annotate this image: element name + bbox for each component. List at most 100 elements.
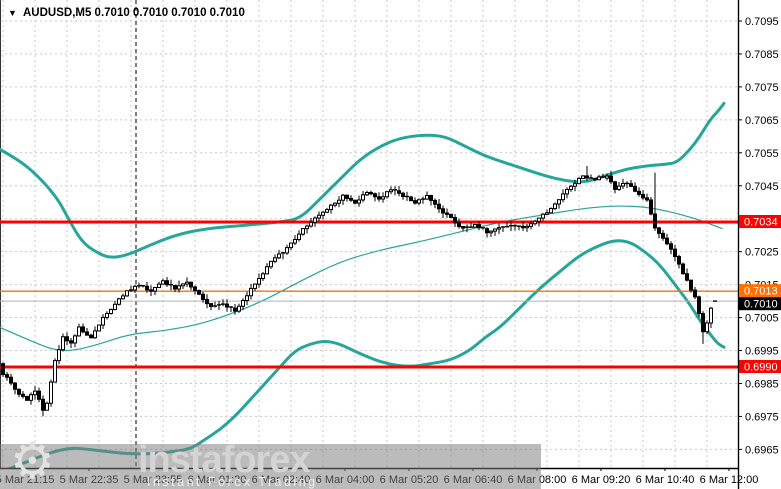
bear-candle (701, 313, 705, 333)
bull-candle (161, 280, 165, 285)
bull-candle (57, 349, 61, 362)
bear-candle (653, 213, 657, 229)
price-badge-resistance (739, 215, 781, 228)
bear-candle (5, 374, 9, 378)
bull-candle (257, 278, 261, 285)
bear-candle (697, 296, 701, 315)
bull-candle (597, 176, 601, 181)
bollinger-middle-band (0, 205, 723, 352)
bear-candle (521, 225, 525, 229)
bear-candle (353, 199, 357, 204)
bull-candle (45, 402, 49, 411)
bull-candle (133, 285, 137, 291)
bear-candle (377, 196, 381, 200)
bear-candle (201, 293, 205, 300)
price-axis-label: 0.7055 (745, 148, 779, 160)
bear-candle (1, 363, 5, 376)
bull-candle (549, 208, 553, 214)
bear-candle (17, 388, 21, 395)
bull-candle (157, 283, 161, 289)
bull-candle (237, 305, 241, 312)
bull-candle (321, 211, 325, 216)
bull-candle (557, 199, 561, 205)
bull-candle (273, 257, 277, 262)
watermark-brand-text: instaforex (138, 439, 310, 481)
bull-candle (77, 326, 81, 337)
bear-candle (457, 222, 461, 227)
watermark-backdrop (0, 444, 541, 489)
bull-candle (289, 242, 293, 249)
bear-candle (477, 223, 481, 229)
bear-candle (437, 203, 441, 210)
bear-candle (669, 243, 673, 250)
bollinger-lower-band (7, 239, 726, 468)
bull-candle (265, 266, 269, 275)
bull-candle (177, 285, 181, 290)
bollinger-upper-band (0, 101, 726, 259)
price-axis-label: 0.6995 (745, 346, 779, 358)
bear-candle (373, 193, 377, 198)
bear-candle (13, 382, 17, 390)
bull-candle (305, 225, 309, 230)
bull-candle (561, 193, 565, 201)
bull-candle (417, 199, 421, 204)
bull-candle (325, 209, 329, 213)
bull-candle (101, 316, 105, 326)
bull-candle (269, 260, 273, 268)
symbol-dropdown-icon[interactable]: ▼ (8, 8, 17, 18)
bear-candle (145, 285, 149, 291)
bull-candle (545, 212, 549, 215)
bull-candle (49, 381, 53, 404)
bull-candle (113, 303, 117, 310)
bull-candle (357, 199, 361, 204)
price-axis-label: 0.7075 (745, 82, 779, 94)
bull-candle (473, 223, 477, 228)
bear-candle (397, 190, 401, 194)
candles-layer (1, 165, 717, 417)
price-axis-label: 0.6975 (745, 411, 779, 423)
price-axis-label: 0.7065 (745, 115, 779, 127)
bear-candle (649, 199, 653, 215)
bull-candle (121, 295, 125, 300)
bull-candle (573, 183, 577, 187)
bull-candle (569, 185, 573, 190)
bear-candle (65, 336, 69, 342)
bull-candle (381, 196, 385, 200)
bull-candle (537, 217, 541, 222)
price-badge-label: 0.7034 (744, 217, 778, 229)
instaforex-watermark: ⚙ instaforex Instant Forex Trading (0, 432, 541, 489)
bear-candle (685, 273, 689, 281)
price-axis-label: 0.6965 (745, 444, 779, 456)
bear-candle (413, 200, 417, 204)
price-axis-label: 0.6985 (745, 378, 779, 390)
bull-candle (489, 230, 493, 234)
bear-candle (81, 326, 85, 333)
bull-candle (541, 213, 545, 219)
bear-candle (665, 237, 669, 245)
time-axis-label: 6 Mar 12:00 (700, 474, 759, 486)
bear-candle (209, 303, 213, 308)
bull-candle (425, 195, 429, 200)
bear-candle (693, 289, 697, 298)
bear-candle (25, 395, 29, 401)
price-axis-label: 0.7095 (745, 16, 779, 28)
bear-candle (453, 216, 457, 224)
bull-candle (617, 185, 621, 190)
bull-candle (385, 191, 389, 198)
bear-candle (585, 175, 589, 179)
bull-candle (705, 322, 709, 333)
bear-candle (641, 193, 645, 199)
bear-candle (609, 175, 613, 183)
bull-candle (333, 202, 337, 206)
bull-candle (565, 188, 569, 195)
bear-candle (689, 279, 693, 291)
price-axis-label: 0.7085 (745, 49, 779, 61)
bear-candle (197, 290, 201, 295)
bear-candle (21, 393, 25, 397)
bull-candle (493, 228, 497, 232)
bull-candle (577, 177, 581, 185)
price-axis-label: 0.7045 (745, 181, 779, 193)
bull-candle (125, 290, 129, 297)
